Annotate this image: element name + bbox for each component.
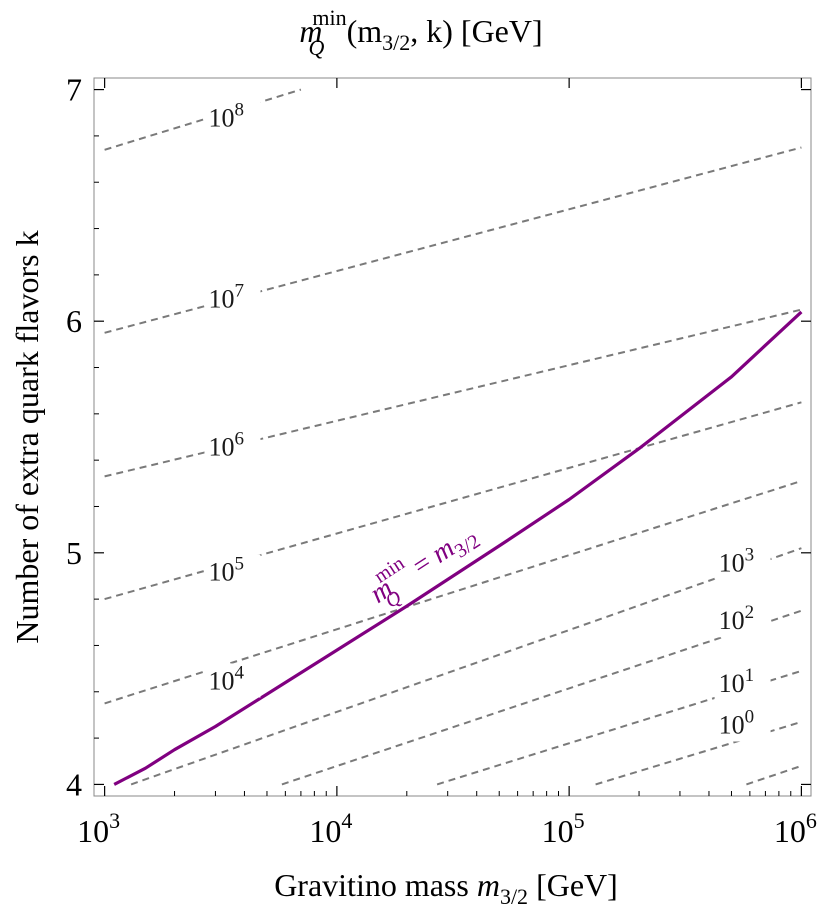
series-line-0 bbox=[113, 310, 803, 786]
y-axis-title: Number of extra quark flavors k bbox=[9, 230, 45, 643]
y-tick-label-2: 6 bbox=[66, 303, 82, 339]
contour-label-bg-4 bbox=[204, 663, 261, 698]
y-tick-label-1: 5 bbox=[66, 535, 82, 571]
contour-label-0: 108 bbox=[208, 100, 244, 133]
contour-label-bg-7 bbox=[714, 665, 771, 700]
contour-labels: 108 107 106 105 104 103 102 101 100 bbox=[204, 100, 771, 742]
x-tick-label-3: 106 bbox=[774, 808, 817, 849]
title-args-rest: , k) [GeV] bbox=[410, 13, 542, 49]
x-axis-title-sub: 3/2 bbox=[500, 884, 528, 909]
x-axis-title-text: Gravitino mass bbox=[274, 867, 477, 903]
x-tick-label-1: 104 bbox=[309, 808, 352, 849]
contour-label-bg-0 bbox=[204, 100, 261, 135]
x-axis-title-m: m bbox=[477, 867, 500, 903]
contour-label-6: 102 bbox=[719, 602, 755, 635]
contour-label-bg-5 bbox=[714, 545, 771, 580]
contour-label-3: 105 bbox=[208, 554, 244, 587]
contour-line-6 bbox=[281, 609, 802, 786]
contour-label-bg-8 bbox=[714, 707, 771, 742]
contour-line-0 bbox=[104, 88, 302, 151]
axis-ticks: 103 104 105 106 4 5 6 7 bbox=[66, 72, 817, 849]
equality-curve: mQmin = m3/2 bbox=[113, 310, 803, 786]
contour-label-5: 103 bbox=[719, 544, 755, 577]
contour-line-5 bbox=[130, 547, 802, 786]
contour-label-bg-3 bbox=[204, 554, 261, 589]
series-label-0: mQmin = m3/2 bbox=[360, 511, 487, 617]
x-tick-label-0: 103 bbox=[77, 808, 120, 849]
contour-label-4: 104 bbox=[208, 662, 244, 695]
y-tick-label-0: 4 bbox=[66, 766, 82, 802]
y-tick-label-3: 7 bbox=[66, 72, 82, 108]
contour-label-7: 101 bbox=[719, 665, 755, 698]
title-args-sub: 3/2 bbox=[382, 30, 410, 55]
title-m: m bbox=[299, 13, 322, 49]
title-args: (m bbox=[347, 13, 383, 49]
title-sup: min bbox=[312, 5, 346, 30]
x-axis-title: Gravitino mass m3/2 [GeV] bbox=[274, 867, 618, 909]
plot-frame bbox=[93, 77, 812, 797]
x-axis-title-unit: [GeV] bbox=[528, 867, 618, 903]
contour-label-bg-6 bbox=[714, 603, 771, 638]
contour-label-bg-2 bbox=[204, 429, 261, 464]
title-sub: Q bbox=[308, 35, 324, 60]
contour-line-9 bbox=[746, 764, 802, 786]
contour-label-1: 107 bbox=[208, 280, 244, 313]
contour-label-bg-1 bbox=[204, 281, 261, 316]
chart-title: mQmin(m3/2, k) [GeV] bbox=[299, 5, 542, 60]
contour-label-8: 100 bbox=[719, 706, 755, 739]
contour-label-2: 106 bbox=[208, 429, 244, 462]
x-tick-label-2: 105 bbox=[542, 808, 585, 849]
